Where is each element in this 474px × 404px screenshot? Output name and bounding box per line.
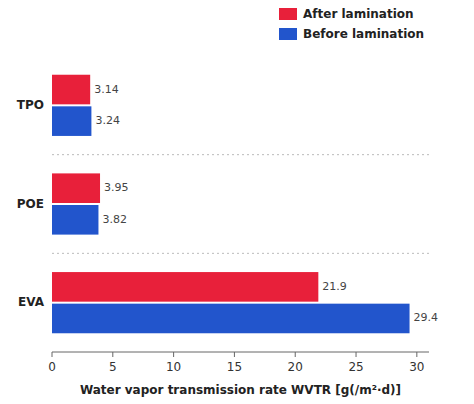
x-tick-label: 15: [227, 360, 242, 374]
x-tick-label: 0: [48, 360, 56, 374]
x-tick: [234, 352, 235, 357]
category-label: POE: [17, 197, 44, 211]
x-tick-label: 5: [109, 360, 117, 374]
category-label: EVA: [18, 295, 45, 309]
x-tick-label: 25: [348, 360, 363, 374]
legend-label: Before lamination: [303, 27, 424, 41]
data-labels: 21.9 3.95 3.14 29.4 3.82 3.24: [94, 83, 438, 325]
bar: [52, 272, 318, 302]
x-tick-label: 20: [288, 360, 303, 374]
data-label: 3.95: [104, 181, 129, 194]
chart: 0 5 10 15 20 25 30 Water vapor transmission rat…: [0, 0, 474, 404]
category-label: TPO: [17, 98, 44, 112]
data-label: 3.24: [95, 114, 120, 127]
legend: After lamination Before lamination: [279, 7, 424, 41]
bar: [52, 205, 98, 235]
legend-label: After lamination: [303, 7, 414, 21]
bar: [52, 173, 100, 203]
x-tick: [295, 352, 296, 357]
x-axis: 0 5 10 15 20 25 30: [48, 352, 429, 374]
data-label: 21.9: [322, 280, 347, 293]
x-tick: [173, 352, 174, 357]
x-tick: [112, 352, 113, 357]
bars: [52, 75, 410, 334]
bar: [52, 106, 91, 136]
x-tick: [52, 352, 53, 357]
x-axis-label: Water vapor transmission rate WVTR [g(/m…: [80, 383, 401, 397]
group-separator: [52, 253, 429, 254]
data-label: 3.82: [102, 213, 127, 226]
bar: [52, 75, 90, 105]
data-label: 3.14: [94, 83, 119, 96]
x-axis-line: [52, 352, 429, 353]
data-label: 29.4: [414, 311, 439, 324]
group-separator: [52, 154, 429, 155]
legend-swatch: [279, 8, 297, 20]
x-tick-label: 10: [166, 360, 181, 374]
x-tick: [416, 352, 417, 357]
x-tick-label: 30: [409, 360, 424, 374]
x-tick: [356, 352, 357, 357]
legend-swatch: [279, 28, 297, 40]
bar: [52, 304, 410, 334]
